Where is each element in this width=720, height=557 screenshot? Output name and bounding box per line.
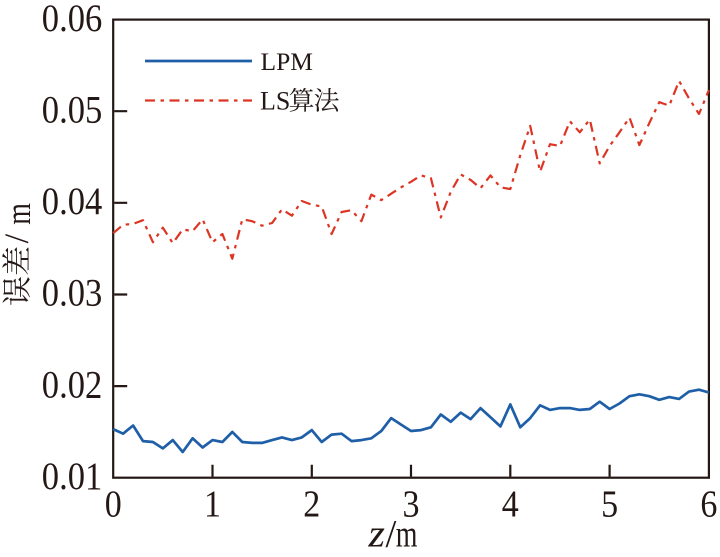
svg-text:z: z: [367, 512, 385, 555]
svg-text:2: 2: [303, 484, 320, 526]
svg-text:m: m: [396, 513, 418, 555]
svg-text:LPM: LPM: [261, 47, 313, 76]
svg-text:6: 6: [700, 484, 717, 526]
svg-text:1: 1: [204, 484, 221, 526]
svg-text:0: 0: [105, 484, 122, 526]
svg-text:3: 3: [403, 484, 420, 526]
svg-text:5: 5: [601, 484, 618, 526]
svg-text:0.02: 0.02: [42, 363, 103, 406]
svg-text:m: m: [0, 203, 38, 225]
svg-text:0.05: 0.05: [42, 88, 103, 131]
svg-text:0.03: 0.03: [42, 272, 103, 315]
svg-text:0.04: 0.04: [42, 180, 103, 223]
svg-text:/: /: [0, 233, 36, 243]
svg-text:LS: LS: [260, 87, 290, 116]
svg-text:4: 4: [502, 484, 519, 526]
svg-text:0.01: 0.01: [42, 455, 103, 498]
svg-text:0.06: 0.06: [42, 0, 103, 40]
svg-text:/: /: [386, 512, 397, 555]
